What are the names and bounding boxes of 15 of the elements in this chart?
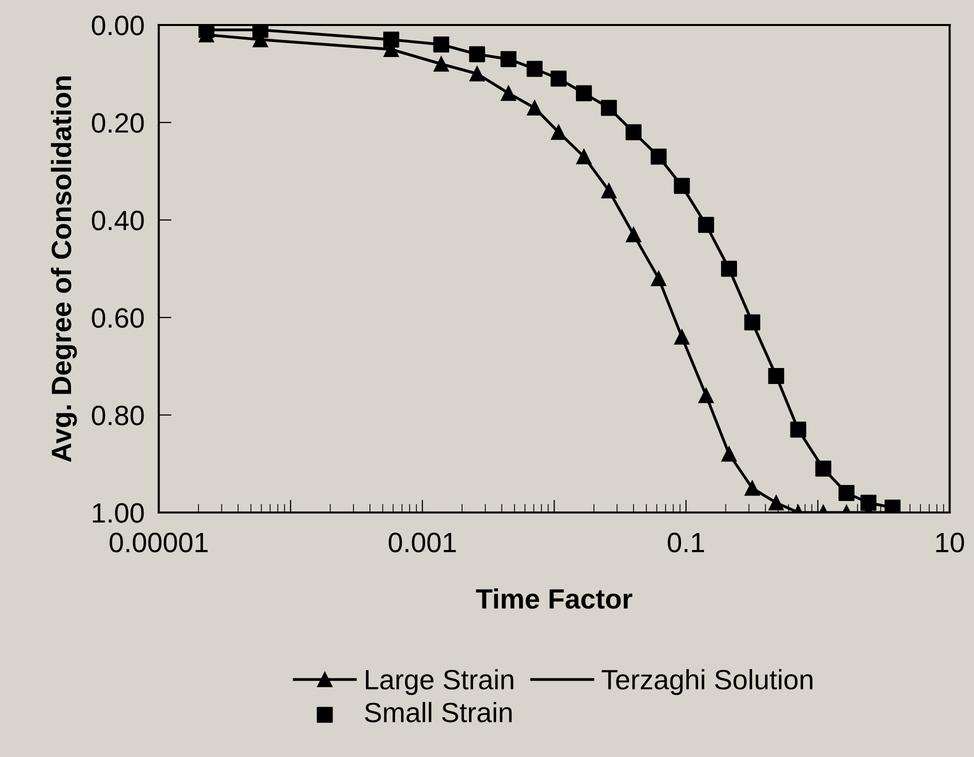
- y-tick-label: 1.00: [92, 503, 144, 523]
- x-tick-label: 0.001: [388, 532, 456, 552]
- y-tick-label: 0.60: [92, 308, 144, 328]
- x-axis-title: Time Factor: [476, 588, 632, 609]
- legend-label: Small Strain: [364, 702, 512, 722]
- y-tick-label: 0.20: [92, 113, 144, 133]
- x-tick-label: 10: [936, 532, 964, 552]
- x-tick-label: 0.1: [668, 532, 704, 552]
- y-axis-title: Avg. Degree of Consolidation: [50, 76, 77, 462]
- y-tick-label: 0.80: [92, 406, 144, 426]
- legend-label: Terzaghi Solution: [602, 669, 812, 696]
- y-tick-label: 0.00: [92, 16, 144, 36]
- x-tick-label: 0.00001: [110, 532, 208, 552]
- legend-label: Large Strain: [366, 669, 514, 696]
- y-tick-label: 0.40: [92, 210, 144, 230]
